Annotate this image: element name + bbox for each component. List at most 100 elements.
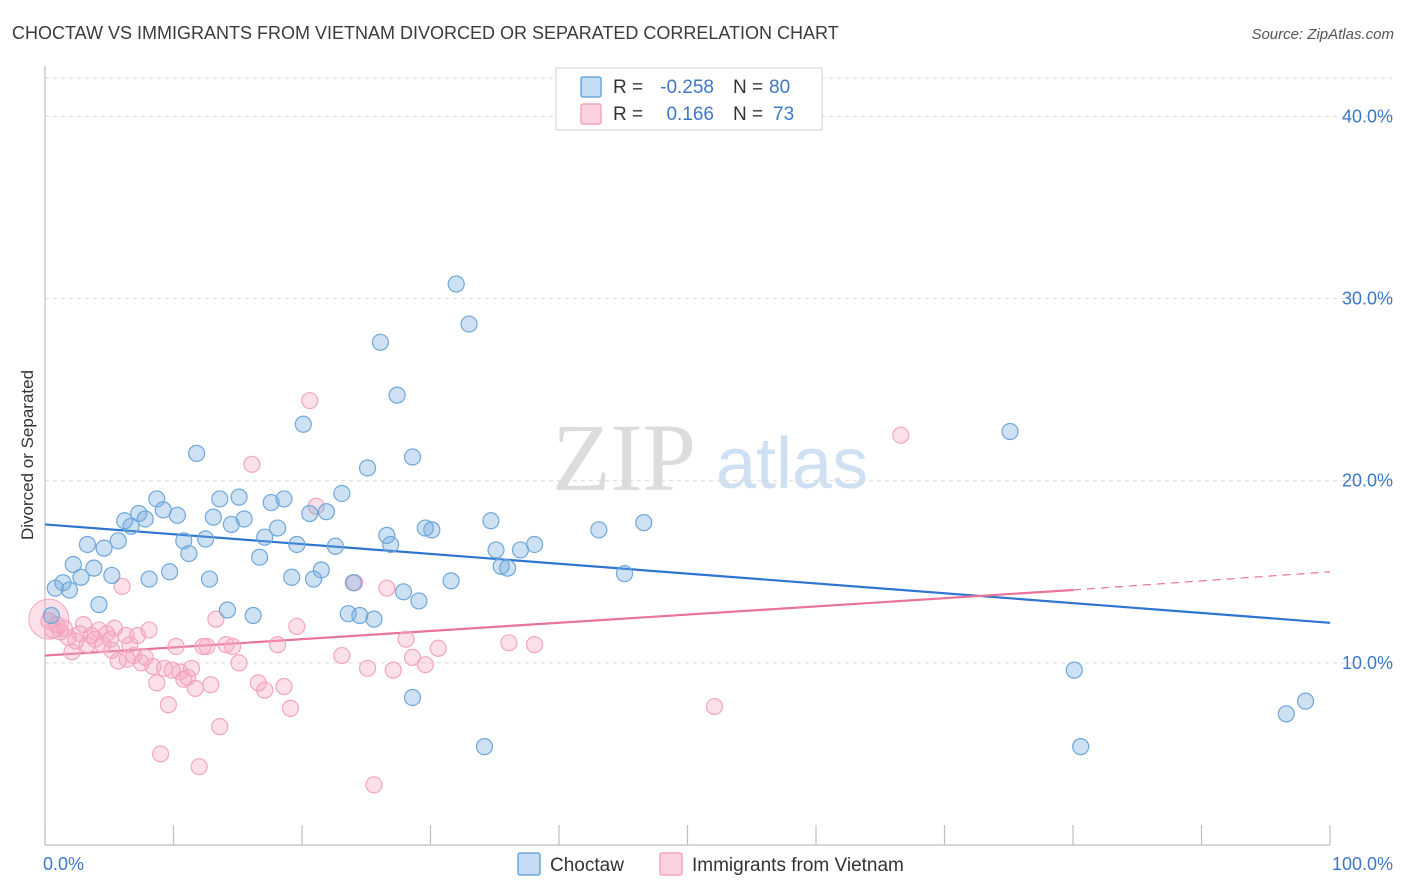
choctaw-point bbox=[1072, 738, 1090, 756]
choctaw-point bbox=[148, 490, 166, 508]
vietnam-point bbox=[198, 637, 216, 656]
choctaw-point bbox=[487, 541, 505, 559]
vietnam-r-label: R = bbox=[613, 104, 643, 125]
vietnam-point bbox=[152, 745, 170, 763]
choctaw-point bbox=[78, 535, 97, 554]
watermark-zip: ZIP bbox=[552, 404, 696, 511]
watermark: ZIP atlas bbox=[552, 404, 868, 511]
series-choctaw-points bbox=[42, 275, 1315, 756]
vietnam-point bbox=[500, 634, 518, 652]
vietnam-point bbox=[429, 639, 447, 657]
choctaw-point bbox=[275, 490, 293, 508]
stats-legend: R = -0.258 N = 80 R = 0.166 N = 73 bbox=[555, 67, 823, 131]
vietnam-point bbox=[256, 681, 274, 699]
chart-source: Source: ZipAtlas.com bbox=[1251, 26, 1394, 43]
choctaw-point bbox=[1277, 705, 1295, 723]
vietnam-point bbox=[159, 696, 177, 714]
choctaw-legend-swatch bbox=[517, 852, 541, 876]
choctaw-point bbox=[175, 532, 193, 550]
choctaw-point bbox=[1065, 661, 1083, 679]
choctaw-n-value: 80 bbox=[769, 77, 790, 98]
choctaw-point bbox=[72, 568, 90, 586]
vietnam-point bbox=[118, 650, 136, 668]
vietnam-point bbox=[113, 577, 131, 595]
choctaw-point bbox=[416, 519, 434, 537]
y-tick-label: 20.0% bbox=[1342, 471, 1393, 491]
choctaw-point bbox=[64, 555, 82, 574]
x-tick-label: 100.0% bbox=[1332, 854, 1393, 874]
choctaw-point bbox=[122, 517, 140, 535]
x-tick-labels: 0.0% 100.0% bbox=[43, 854, 1393, 874]
choctaw-point bbox=[180, 544, 198, 563]
vietnam-point bbox=[207, 610, 225, 628]
choctaw-point bbox=[333, 484, 351, 503]
choctaw-point bbox=[301, 504, 319, 523]
choctaw-point bbox=[90, 595, 108, 614]
choctaw-point bbox=[378, 526, 396, 544]
choctaw-point bbox=[326, 537, 345, 555]
vietnam-point bbox=[230, 654, 248, 672]
choctaw-point bbox=[442, 572, 460, 590]
vietnam-point-large bbox=[28, 598, 70, 640]
vietnam-point bbox=[103, 641, 121, 659]
vietnam-point bbox=[397, 630, 415, 648]
choctaw-point bbox=[136, 510, 154, 528]
choctaw-point bbox=[250, 548, 269, 566]
watermark-atlas: atlas bbox=[716, 424, 868, 504]
vietnam-point bbox=[288, 617, 306, 636]
vietnam-point bbox=[384, 661, 402, 679]
vietnam-trend-extension bbox=[1072, 571, 1331, 591]
y-tick-label: 30.0% bbox=[1342, 289, 1393, 309]
choctaw-point bbox=[204, 508, 222, 526]
vietnam-point bbox=[182, 659, 201, 677]
choctaw-trend-line bbox=[44, 523, 1331, 624]
choctaw-point bbox=[283, 568, 301, 586]
choctaw-point bbox=[197, 530, 215, 548]
choctaw-point bbox=[460, 315, 478, 333]
choctaw-legend-label: Choctaw bbox=[550, 855, 624, 876]
choctaw-point bbox=[382, 535, 400, 554]
vietnam-point bbox=[202, 676, 220, 694]
series-vietnam-points bbox=[28, 391, 910, 794]
vietnam-n-value: 73 bbox=[773, 104, 794, 125]
vietnam-point bbox=[217, 636, 235, 654]
choctaw-point bbox=[103, 566, 121, 585]
choctaw-point bbox=[140, 570, 158, 588]
choctaw-r-label: R = bbox=[613, 77, 643, 98]
vietnam-swatch bbox=[580, 103, 602, 125]
choctaw-point bbox=[590, 521, 608, 539]
chart-title: CHOCTAW VS IMMIGRANTS FROM VIETNAM DIVOR… bbox=[12, 23, 839, 43]
choctaw-point bbox=[200, 570, 219, 588]
choctaw-point bbox=[211, 490, 229, 508]
choctaw-point bbox=[95, 539, 113, 557]
vietnam-point bbox=[358, 659, 377, 677]
choctaw-point bbox=[235, 510, 253, 528]
vietnam-point bbox=[167, 637, 185, 656]
choctaw-point bbox=[218, 601, 237, 619]
vietnam-point bbox=[190, 758, 208, 776]
vietnam-point bbox=[148, 674, 166, 692]
choctaw-point bbox=[288, 535, 306, 554]
choctaw-point bbox=[222, 515, 240, 534]
vietnam-trend-line bbox=[44, 588, 1074, 657]
vietnam-point bbox=[275, 677, 293, 696]
vietnam-legend-label: Immigrants from Vietnam bbox=[692, 855, 904, 876]
choctaw-point bbox=[482, 512, 500, 530]
choctaw-point bbox=[188, 444, 206, 462]
choctaw-point bbox=[312, 561, 330, 579]
y-tick-label: 40.0% bbox=[1342, 106, 1393, 126]
choctaw-point bbox=[394, 583, 413, 601]
choctaw-point bbox=[109, 532, 127, 550]
choctaw-swatch bbox=[580, 76, 602, 98]
vietnam-point bbox=[892, 426, 910, 444]
trend-lines bbox=[44, 523, 1331, 657]
vietnam-point bbox=[378, 579, 396, 597]
choctaw-point bbox=[256, 528, 274, 546]
y-axis-label: Divorced or Separated bbox=[18, 370, 37, 540]
vietnam-point bbox=[705, 697, 724, 716]
axes bbox=[44, 66, 1331, 846]
choctaw-point bbox=[1296, 692, 1315, 710]
vietnam-point bbox=[194, 637, 212, 656]
choctaw-point bbox=[358, 459, 377, 477]
